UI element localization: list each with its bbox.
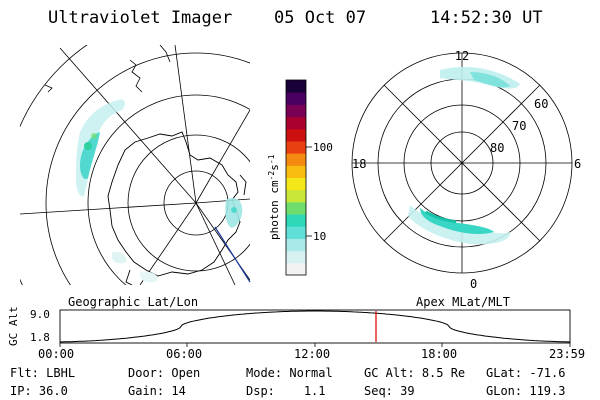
colorbar-segment xyxy=(286,250,306,264)
colorbar-segment xyxy=(286,262,306,276)
colorbar-segment xyxy=(286,201,306,215)
colorbar-segment xyxy=(286,153,306,166)
info-mode: Mode: Normal xyxy=(246,366,333,380)
colorbar-segment xyxy=(286,80,306,93)
colorbar-segment xyxy=(286,238,306,252)
colorbar-segment xyxy=(286,116,306,130)
colorbar-segment xyxy=(286,92,306,105)
colorbar-segment xyxy=(286,165,306,178)
info-gain: Gain: 14 xyxy=(128,384,186,398)
colorbar-segment xyxy=(286,140,306,154)
colorbar-segment xyxy=(286,177,306,191)
aurora-emission-left xyxy=(76,99,243,283)
lat-label-70: 70 xyxy=(512,119,526,133)
colorbar-segment xyxy=(286,214,306,227)
colorbar-segment xyxy=(286,104,306,118)
orbit-track xyxy=(214,226,251,283)
instrument-title: Ultraviolet Imager xyxy=(48,8,233,28)
x-tick-1800: 18:00 xyxy=(421,347,457,361)
x-tick-2359: 23:59 xyxy=(549,347,585,361)
mlt-label-12: 12 xyxy=(455,49,469,63)
x-tick-0000: 00:00 xyxy=(38,347,74,361)
info-door: Door: Open xyxy=(128,366,201,380)
info-gc-alt: GC Alt: 8.5 Re xyxy=(364,366,466,380)
header-date: 05 Oct 07 xyxy=(274,8,367,28)
x-tick-1200: 12:00 xyxy=(294,347,330,361)
y-tick-1-8: 1.8 xyxy=(30,331,50,344)
colorbar-segment xyxy=(286,226,306,239)
apex-label: Apex MLat/MLT xyxy=(416,295,510,309)
geographic-label: Geographic Lat/Lon xyxy=(68,295,199,309)
colorbar-tick-100: 100 xyxy=(313,141,333,154)
gc-alt-axis-label: GC Alt xyxy=(7,306,20,346)
info-seq: Seq: 39 xyxy=(364,384,415,398)
colorbar-segment xyxy=(286,189,306,203)
mlt-label-6: 6 xyxy=(574,157,581,171)
antarctica-coastline xyxy=(107,131,247,285)
y-tick-9: 9.0 xyxy=(30,308,50,321)
info-ip: IP: 36.0 xyxy=(10,384,68,398)
info-dsp: Dsp: 1.1 xyxy=(246,384,326,398)
colorbar-segment xyxy=(286,128,306,142)
lat-label-80: 80 xyxy=(490,141,504,155)
mlt-label-18: 18 xyxy=(352,157,366,171)
header-time: 14:52:30 UT xyxy=(430,8,543,28)
info-flt: Flt: LBHL xyxy=(10,366,76,380)
lat-label-60: 60 xyxy=(534,97,548,111)
info-glon: GLon: 119.3 xyxy=(486,384,566,398)
x-tick-0600: 06:00 xyxy=(166,347,202,361)
aurora-emission-right xyxy=(408,66,520,245)
colorbar-tick-10: 10 xyxy=(313,230,326,243)
colorbar-unit-label: photon cm-2s-1 xyxy=(267,154,281,240)
mlt-label-0: 0 xyxy=(470,277,477,291)
info-glat: GLat: -71.6 xyxy=(486,366,566,380)
